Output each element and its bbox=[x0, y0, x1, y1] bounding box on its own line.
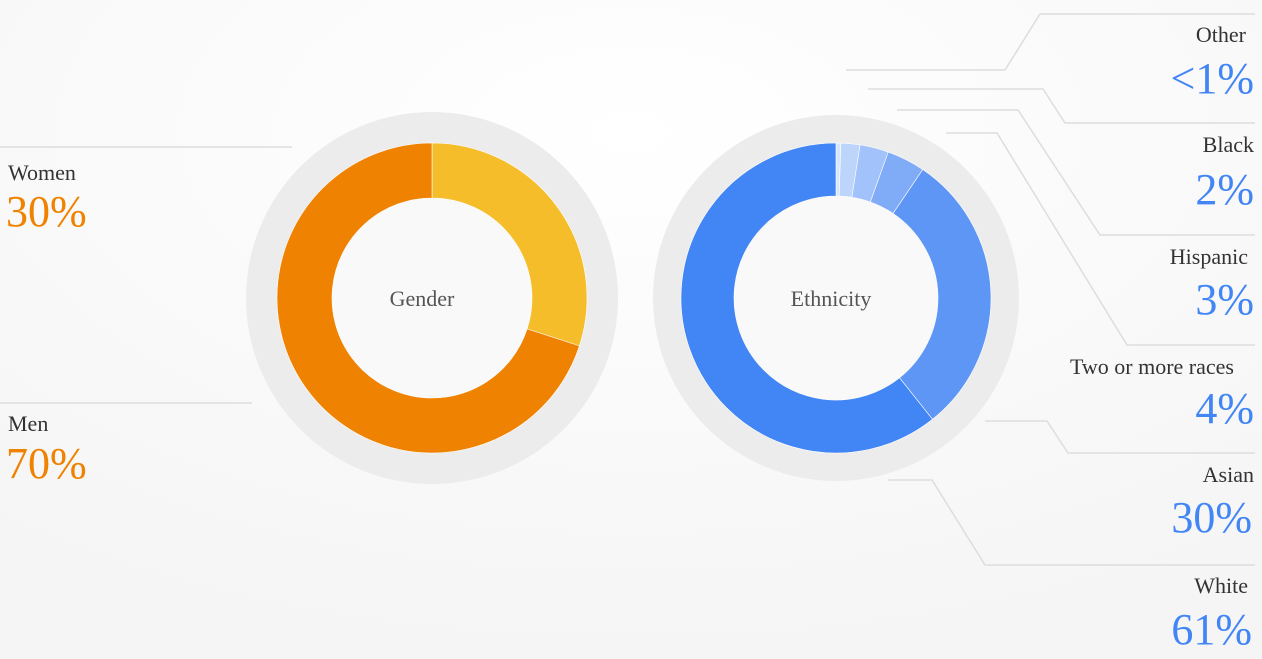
legend-label-other: Other bbox=[1195, 22, 1246, 47]
leader-line-other bbox=[846, 13, 1255, 71]
legend-value-men: 70% bbox=[6, 439, 87, 488]
legend-label-women: Women bbox=[8, 160, 76, 185]
leader-line-black bbox=[868, 88, 1255, 124]
legend-label-men: Men bbox=[8, 411, 49, 436]
gender-donut-hole bbox=[332, 198, 532, 398]
ethnicity-donut: Ethnicity bbox=[653, 115, 1019, 481]
gender-center-label: Gender bbox=[390, 286, 455, 311]
leader-line-two-or-more bbox=[946, 132, 1255, 346]
legend-label-two-or-more: Two or more races bbox=[1069, 354, 1234, 379]
leader-line-white bbox=[888, 479, 1255, 566]
legend-value-asian: 30% bbox=[1171, 493, 1252, 542]
legend-label-asian: Asian bbox=[1202, 462, 1254, 487]
legend-label-hispanic: Hispanic bbox=[1169, 244, 1248, 269]
legend-value-women: 30% bbox=[6, 187, 87, 236]
leader-lines bbox=[0, 13, 1255, 566]
leader-line-asian bbox=[985, 420, 1255, 454]
legend-label-white: White bbox=[1194, 573, 1248, 598]
ethnicity-donut-hole bbox=[734, 196, 938, 400]
legend-label-black: Black bbox=[1202, 132, 1254, 157]
leader-line-hispanic bbox=[897, 109, 1255, 236]
ethnicity-center-label: Ethnicity bbox=[791, 286, 872, 311]
legend-value-two-or-more: 4% bbox=[1195, 384, 1254, 433]
legend-value-white: 61% bbox=[1171, 605, 1252, 654]
legend-value-other: <1% bbox=[1170, 54, 1254, 103]
gender-donut: Gender bbox=[246, 112, 618, 484]
legend-value-black: 2% bbox=[1195, 165, 1254, 214]
legend-value-hispanic: 3% bbox=[1195, 275, 1254, 324]
